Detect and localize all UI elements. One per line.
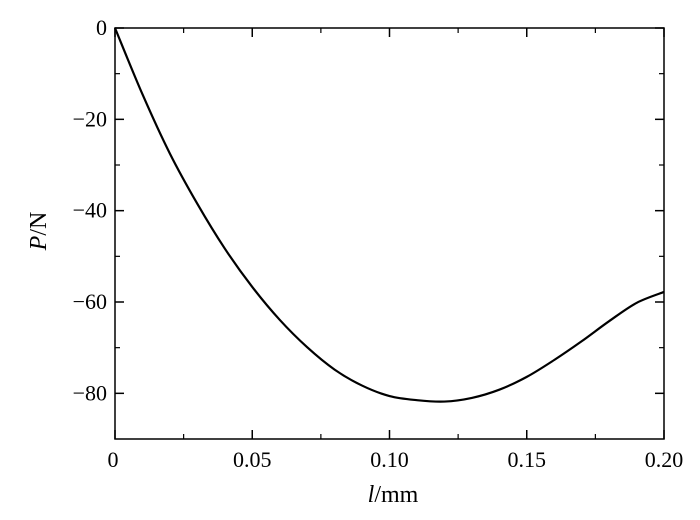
series-line-0 bbox=[113, 27, 665, 403]
y-tick-label: −40 bbox=[73, 198, 107, 223]
plot-frame bbox=[114, 27, 665, 440]
y-tick-label: 0 bbox=[96, 15, 107, 40]
x-tick-label: 0.20 bbox=[645, 447, 684, 472]
y-axis-label: P/N bbox=[26, 212, 52, 252]
axis-ticks bbox=[114, 27, 665, 439]
tick-labels: 0 0.05 0.10 0.15 0.20 0 −20 −40 −60 −80 bbox=[73, 15, 684, 472]
y-tick-label: −80 bbox=[73, 380, 107, 405]
plot-area bbox=[113, 27, 665, 403]
y-tick-label: −60 bbox=[73, 289, 107, 314]
x-axis-label: l/mm bbox=[368, 482, 419, 508]
y-tick-label: −20 bbox=[73, 106, 107, 131]
x-tick-label: 0.15 bbox=[508, 447, 547, 472]
x-tick-label: 0.05 bbox=[233, 447, 272, 472]
x-tick-label: 0 bbox=[108, 447, 119, 472]
x-tick-label: 0.10 bbox=[370, 447, 409, 472]
